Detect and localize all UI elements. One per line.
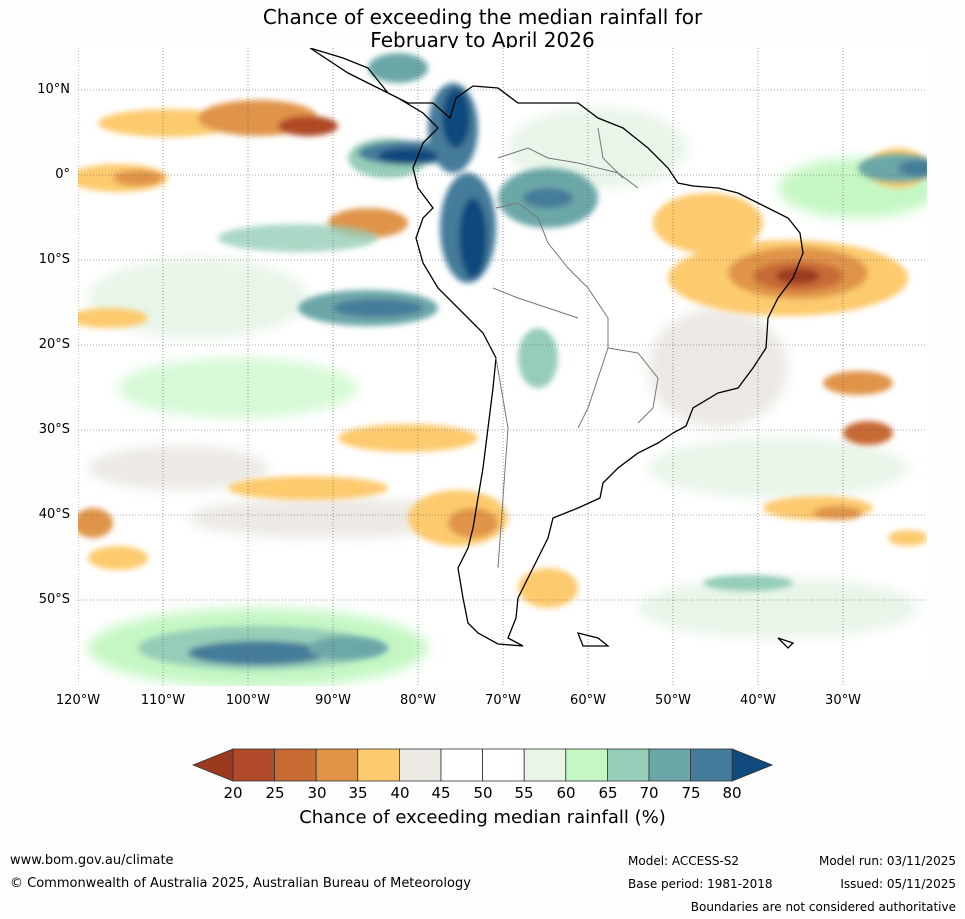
colorbar-tick: 60 (556, 784, 576, 802)
colorbar-swatch (274, 748, 317, 782)
lat-label-10n: 10°N (37, 82, 70, 97)
lat-label-20s: 20°S (38, 337, 70, 352)
colorbar-tick: 30 (307, 784, 327, 802)
lon-label-80w: 80°W (400, 693, 436, 708)
colorbar-swatch (523, 748, 567, 782)
colorbar-swatch (606, 748, 650, 782)
lat-label-40s: 40°S (38, 507, 70, 522)
colorbar-swatch (398, 748, 442, 782)
lon-label-90w: 90°W (315, 693, 351, 708)
colorbar-swatch (440, 748, 483, 782)
footer-base-period: Base period: 1981-2018 (628, 877, 773, 891)
lon-label-50w: 50°W (655, 693, 691, 708)
lon-label-100w: 100°W (225, 693, 271, 708)
footer-issued: Issued: 05/11/2025 (840, 877, 956, 891)
colorbar-tick: 45 (431, 784, 451, 802)
colorbar-swatch (357, 748, 400, 782)
dry-anomaly-patches (78, 100, 927, 608)
colorbar-arrow-low (192, 748, 234, 782)
colorbar-swatch (565, 748, 608, 782)
colorbar-swatch (482, 748, 525, 782)
colorbar-tick: 80 (722, 784, 742, 802)
colorbar-swatch (648, 748, 691, 782)
colorbar (192, 748, 774, 782)
colorbar-tick: 75 (681, 784, 701, 802)
coastline (309, 48, 804, 649)
lon-label-110w: 110°W (140, 693, 186, 708)
footer-model: Model: ACCESS-S2 (628, 854, 740, 868)
colorbar-label: Chance of exceeding median rainfall (%) (299, 807, 666, 828)
footer-model-run: Model run: 03/11/2025 (818, 854, 956, 868)
colorbar-arrow-high (731, 748, 774, 782)
map-canvas (78, 48, 927, 686)
lat-label-50s: 50°S (38, 592, 70, 607)
colorbar-tick: 50 (473, 784, 493, 802)
colorbar-tick: 65 (598, 784, 618, 802)
lon-label-40w: 40°W (740, 693, 776, 708)
lat-label-30s: 30°S (38, 422, 70, 437)
lon-label-120w: 120°W (55, 693, 101, 708)
lat-label-10s: 10°S (38, 252, 70, 267)
colorbar-swatch (690, 748, 733, 782)
lon-label-60w: 60°W (570, 693, 606, 708)
footer-disclaimer: Boundaries are not considered authoritat… (690, 900, 956, 914)
colorbar-tick: 35 (348, 784, 368, 802)
lat-label-0: 0° (55, 167, 70, 182)
colorbar-swatch (315, 748, 359, 782)
lon-label-70w: 70°W (485, 693, 521, 708)
country-borders (492, 127, 659, 569)
colorbar-swatch (232, 748, 275, 782)
map-title-line1: Chance of exceeding the median rainfall … (262, 5, 703, 29)
lon-label-30w: 30°W (825, 693, 861, 708)
colorbar-tick: 40 (390, 784, 410, 802)
footer-copyright: © Commonwealth of Australia 2025, Austra… (10, 876, 471, 891)
colorbar-tick: 55 (514, 784, 534, 802)
map-gridlines (78, 48, 927, 686)
colorbar-tick: 70 (639, 784, 659, 802)
colorbar-tick: 25 (265, 784, 285, 802)
footer-website: www.bom.gov.au/climate (10, 853, 174, 868)
wet-anomaly-patches (138, 53, 927, 670)
rainfall-map (78, 48, 927, 686)
colorbar-tick: 20 (223, 784, 243, 802)
